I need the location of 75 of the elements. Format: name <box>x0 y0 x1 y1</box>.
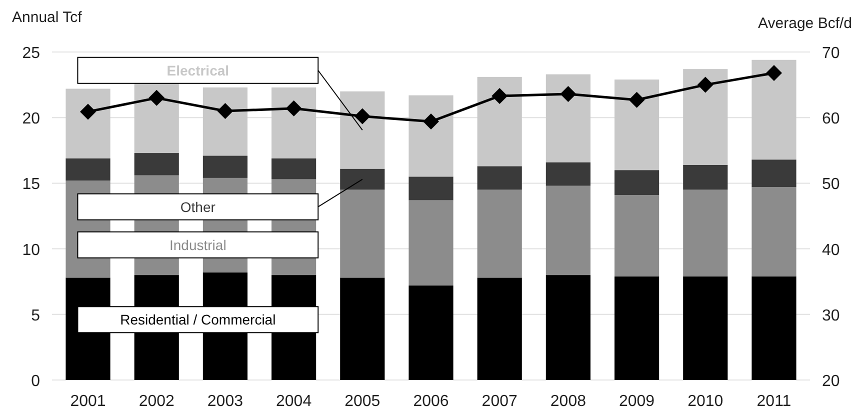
y-tick-label: 10 <box>22 242 40 259</box>
bar <box>752 276 796 380</box>
x-tick-label: 2009 <box>618 393 655 410</box>
y-tick-label: 20 <box>22 110 40 128</box>
point <box>628 92 645 108</box>
bar <box>202 87 248 156</box>
bar <box>408 200 454 286</box>
bar <box>66 88 110 158</box>
point <box>492 88 508 104</box>
y-axis-title: Annual Tcf <box>12 9 83 26</box>
y-tick-label: 15 <box>22 176 40 194</box>
point <box>80 104 96 120</box>
y-tick-label: 25 <box>22 45 40 62</box>
y-tick-label: 0 <box>31 373 40 390</box>
y2-tick-label: 20 <box>822 373 840 390</box>
series-label: Other <box>180 198 216 215</box>
point <box>423 114 439 130</box>
series-label: Residential / Commercial <box>120 312 276 328</box>
x-tick-label: 2010 <box>688 393 724 410</box>
x-tick-label: 2006 <box>413 393 449 410</box>
bar <box>546 186 590 276</box>
bar <box>272 158 316 180</box>
bar <box>477 76 522 166</box>
bar <box>134 82 179 154</box>
bar <box>477 190 522 278</box>
bar <box>272 87 316 158</box>
point <box>148 90 165 106</box>
series-label: Industrial <box>170 236 226 253</box>
bar <box>614 80 660 170</box>
bar <box>752 60 796 160</box>
bar <box>408 286 454 380</box>
y2-tick-label: 60 <box>822 110 840 128</box>
bar <box>614 276 660 380</box>
bar <box>340 278 385 380</box>
bar <box>683 164 728 190</box>
y2-tick-label: 40 <box>822 242 840 259</box>
bar <box>683 69 728 165</box>
bar <box>546 74 590 162</box>
x-tick-label: 2003 <box>207 393 244 410</box>
bar <box>614 195 660 276</box>
bar <box>408 176 454 200</box>
point <box>766 64 782 81</box>
x-tick-label: 2008 <box>550 393 586 410</box>
y2-tick-label: 50 <box>822 176 840 194</box>
point <box>217 103 234 120</box>
point <box>354 108 370 124</box>
point <box>697 76 714 93</box>
bar <box>66 158 110 181</box>
x-tick-label: 2011 <box>756 393 792 410</box>
bar <box>340 91 385 169</box>
x-tick-label: 2002 <box>138 393 175 410</box>
y-tick-label: 5 <box>31 307 40 324</box>
bar <box>546 275 590 380</box>
bar <box>477 278 522 380</box>
x-tick-label: 2001 <box>70 393 106 410</box>
point <box>286 100 302 116</box>
bar <box>752 160 796 188</box>
bar <box>340 168 385 190</box>
x-tick-label: 2005 <box>344 393 380 410</box>
y2-tick-label: 30 <box>822 307 840 324</box>
bar <box>683 190 728 276</box>
x-tick-label: 2007 <box>482 393 518 410</box>
y2-tick-label: 70 <box>822 45 840 62</box>
bar <box>752 187 796 276</box>
x-tick-label: 2004 <box>276 393 312 410</box>
bar <box>614 170 660 196</box>
bar <box>202 156 248 178</box>
point <box>560 86 576 102</box>
bar <box>546 162 590 186</box>
bar <box>408 95 454 177</box>
bar <box>683 276 728 380</box>
bar <box>340 190 385 278</box>
bar <box>134 153 179 176</box>
y2-axis-title: Average Bcf/d <box>758 15 852 32</box>
bar <box>477 166 522 190</box>
